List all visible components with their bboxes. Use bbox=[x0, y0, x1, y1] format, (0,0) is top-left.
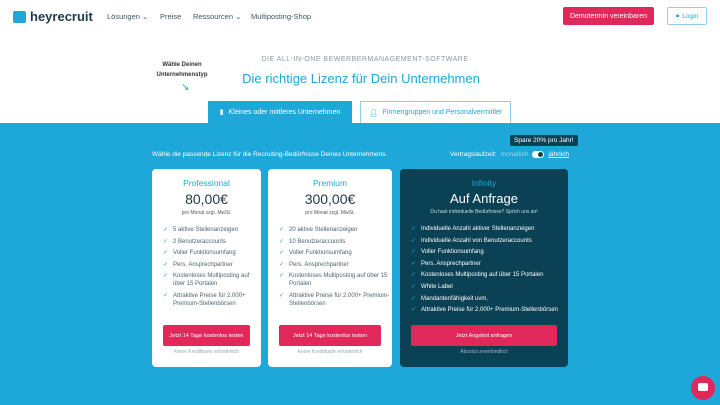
building-icon: ▮ bbox=[219, 109, 224, 116]
login-label: Login bbox=[682, 12, 699, 20]
save-tooltip: Spare 20% pro Jahr! bbox=[510, 135, 578, 146]
monthly-option[interactable]: monatlich bbox=[500, 151, 529, 158]
feature-item: 20 aktive Stellenanzeigen bbox=[279, 226, 392, 234]
users-icon: 👤︎ bbox=[368, 109, 378, 117]
feature-item: Pers. Ansprechpartner bbox=[163, 261, 261, 269]
feature-item: Attraktive Preise für 2.000+ Premium-Ste… bbox=[279, 292, 392, 308]
feature-item: 10 Benutzeraccounts bbox=[279, 238, 392, 246]
feature-item: White Label bbox=[411, 283, 568, 291]
lock-icon: 🔒︎ bbox=[675, 12, 680, 19]
plan-price: 300,00€ bbox=[304, 191, 356, 207]
arrow-icon: ↘ bbox=[181, 82, 190, 93]
nav-preise[interactable]: Preise bbox=[160, 12, 182, 21]
nav-multiposting-shop[interactable]: Multiposting-Shop bbox=[251, 12, 312, 21]
hint-text: Wähle Deinen Unternehmenstyp bbox=[156, 62, 208, 78]
trial-button[interactable]: Jetzt 14 Tage kostenlos testen bbox=[163, 325, 250, 346]
feature-item: Attraktive Preise für 2.000+ Premium-Ste… bbox=[163, 292, 261, 308]
term-switch: Vertragslaufzeit: monatlich jährlich bbox=[450, 151, 569, 158]
feature-item: 2 Benutzeraccounts bbox=[163, 238, 261, 246]
nav-ressourcen[interactable]: Ressourcen ⌄ bbox=[193, 12, 242, 21]
feature-item: Voller Funktionsumfang bbox=[279, 249, 392, 257]
logo-icon bbox=[13, 10, 26, 23]
term-toggle[interactable] bbox=[532, 151, 545, 158]
plan-name: Premium bbox=[312, 178, 347, 188]
demo-button[interactable]: Demotermin vereinbaren bbox=[563, 7, 654, 25]
yearly-option[interactable]: jährlich bbox=[548, 151, 570, 158]
tab-company-groups[interactable]: 👤︎ Firmengruppen und Personalvermittler bbox=[360, 101, 511, 123]
plan-card-professional: Professional 80,00€ pro Monat zzgl. MwSt… bbox=[152, 169, 261, 367]
logo-text: heyrecruit bbox=[30, 9, 93, 24]
nav-loesungen[interactable]: Lösungen ⌄ bbox=[107, 12, 149, 21]
plan-price: 80,00€ bbox=[185, 191, 228, 207]
plan-note: pro Monat zzgl. MwSt. bbox=[181, 210, 232, 216]
plan-note: Du hast individuelle Bedürfnisse? Sprich… bbox=[430, 209, 538, 215]
subtitle: DIE ALL-IN-ONE BEWERBERMANAGEMENT-SOFTWA… bbox=[261, 56, 469, 63]
cta-note: Absolut unverbindlich bbox=[460, 349, 508, 355]
tab-small-company[interactable]: ▮ Kleines oder mittleres Unternehmen bbox=[208, 101, 352, 123]
feature-list: Individuelle Anzahl aktiver Stellenanzei… bbox=[411, 225, 568, 314]
feature-item: Pers. Ansprechpartner bbox=[411, 260, 568, 268]
request-offer-button[interactable]: Jetzt Angebot anfragen bbox=[411, 325, 557, 346]
plan-price: Auf Anfrage bbox=[450, 191, 518, 206]
logo[interactable]: heyrecruit bbox=[13, 9, 93, 24]
feature-item: Voller Funktionsumfang bbox=[411, 248, 568, 256]
cta-note: Keine Kreditkarte erforderlich bbox=[174, 349, 239, 355]
trial-button[interactable]: Jetzt 14 Tage kostenlos testen bbox=[279, 325, 381, 346]
page-title: Die richtige Lizenz für Dein Unternehmen bbox=[242, 71, 480, 86]
login-button[interactable]: 🔒︎ Login bbox=[667, 7, 707, 25]
pricing-intro: Wähle die passende Lizenz für die Recrui… bbox=[152, 151, 388, 158]
plan-card-infinity: Infinity Auf Anfrage Du hast individuell… bbox=[400, 169, 568, 367]
plan-note: pro Monat zzgl. MwSt. bbox=[305, 210, 355, 216]
plan-name: Professional bbox=[183, 178, 230, 188]
feature-item: Voller Funktionsumfang bbox=[163, 249, 261, 257]
feature-item: Mandantenfähigkeit uvm. bbox=[411, 295, 568, 303]
plan-name: Infinity bbox=[471, 178, 497, 188]
term-label: Vertragslaufzeit: bbox=[450, 151, 497, 158]
cta-note: Keine Kreditkarte erforderlich bbox=[297, 349, 363, 355]
feature-list: 5 aktive Stellenanzeigen 2 Benutzeraccou… bbox=[163, 226, 261, 308]
tab-label: Firmengruppen und Personalvermittler bbox=[382, 109, 503, 116]
feature-item: Individuelle Anzahl aktiver Stellenanzei… bbox=[411, 225, 568, 233]
chat-button[interactable] bbox=[691, 376, 715, 400]
tab-label: Kleines oder mittleres Unternehmen bbox=[228, 108, 341, 116]
feature-list: 20 aktive Stellenanzeigen 10 Benutzeracc… bbox=[279, 226, 392, 308]
feature-item: Kostenloses Multiposting auf über 15 Por… bbox=[163, 272, 261, 288]
feature-item: 5 aktive Stellenanzeigen bbox=[163, 226, 261, 234]
feature-item: Kostenloses Multiposting auf über 15 Por… bbox=[279, 272, 392, 288]
feature-item: Kostenloses Multiposting auf über 15 Por… bbox=[411, 271, 568, 279]
feature-item: Individuelle Anzahl von Benutzeraccounts bbox=[411, 237, 568, 245]
plan-card-premium: Premium 300,00€ pro Monat zzgl. MwSt. 20… bbox=[268, 169, 392, 367]
feature-item: Attraktive Preise für 2.000+ Premium-Ste… bbox=[411, 306, 568, 314]
feature-item: Pers. Ansprechpartner bbox=[279, 261, 392, 269]
